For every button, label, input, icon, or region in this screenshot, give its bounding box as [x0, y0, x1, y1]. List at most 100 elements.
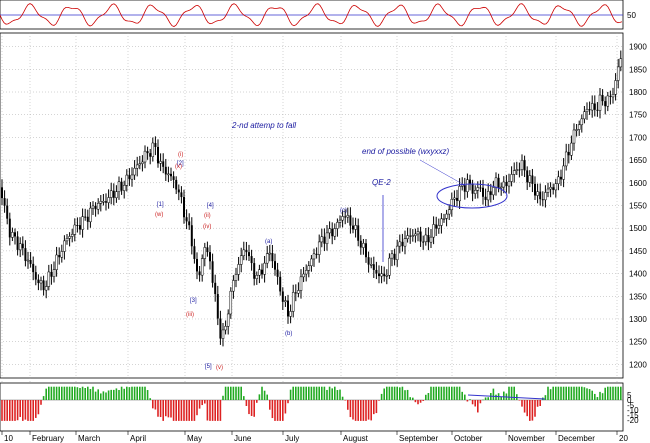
histogram-bar	[14, 400, 16, 421]
histogram-bar	[365, 400, 367, 421]
price-bar	[403, 230, 407, 255]
price-bar	[234, 267, 238, 288]
wave-label-1: [1]	[157, 202, 164, 208]
price-bar	[473, 185, 477, 199]
histogram-bar	[76, 387, 79, 400]
histogram-bar	[448, 386, 450, 400]
histogram-bar	[555, 386, 557, 400]
consolidation-ellipse	[436, 183, 508, 209]
price-bar	[497, 173, 500, 193]
histogram-bar	[474, 400, 476, 407]
price-bar	[109, 182, 113, 205]
histogram-bar	[321, 386, 323, 400]
price-bar	[562, 158, 565, 188]
price-bar	[52, 261, 56, 283]
price-bar	[463, 177, 466, 200]
histogram-tick-label: -10	[627, 406, 639, 415]
price-bar	[414, 228, 417, 243]
price-bar	[297, 282, 300, 298]
histogram-bar	[406, 389, 409, 400]
price-bar	[175, 176, 178, 195]
price-bar	[598, 88, 602, 119]
price-bar	[515, 161, 519, 176]
histogram-bar	[40, 400, 42, 405]
price-bar	[606, 91, 610, 112]
price-bar	[47, 264, 51, 291]
histogram-bar	[87, 386, 89, 400]
histogram-bar	[565, 386, 567, 400]
x-tick-label: July	[285, 434, 299, 443]
histogram-bar	[292, 386, 294, 400]
histogram-bar	[526, 400, 528, 417]
histogram-panel	[0, 382, 624, 432]
histogram-bar	[544, 395, 547, 400]
histogram-bar	[440, 386, 443, 400]
histogram-bar	[16, 400, 19, 421]
histogram-bar	[581, 386, 583, 400]
price-bar	[596, 102, 599, 117]
price-bar	[315, 247, 318, 259]
price-bar	[593, 95, 596, 117]
histogram-bar	[404, 390, 406, 400]
histogram-bar	[50, 386, 53, 400]
price-bar	[580, 114, 584, 133]
x-tick-label: June	[234, 434, 252, 443]
price-bar	[14, 228, 16, 245]
price-bar	[328, 221, 331, 239]
y-tick-label: 1850	[629, 65, 647, 74]
price-bar	[378, 265, 380, 284]
histogram-bar	[27, 400, 29, 421]
price-bar	[159, 153, 162, 172]
histogram-bar	[614, 386, 617, 400]
histogram-bar	[484, 397, 487, 400]
price-bar	[271, 245, 274, 268]
histogram-bar	[362, 400, 365, 421]
histogram-bar	[84, 388, 86, 400]
histogram-bar	[175, 400, 177, 421]
price-bar	[122, 180, 126, 199]
histogram-bar	[180, 400, 183, 421]
price-bar	[435, 216, 438, 236]
price-bar	[588, 101, 591, 115]
top-oscillator-panel	[0, 0, 624, 30]
histogram-bar	[172, 400, 175, 421]
price-bar	[203, 242, 207, 267]
price-bar	[91, 201, 95, 216]
histogram-bar	[178, 400, 180, 421]
histogram-bar	[154, 400, 157, 410]
price-bar	[380, 265, 383, 284]
histogram-bar	[445, 386, 448, 400]
price-bar	[489, 183, 492, 203]
price-bar	[437, 218, 441, 234]
histogram-bar	[261, 386, 263, 400]
histogram-bar	[191, 400, 193, 421]
price-bar	[177, 184, 180, 201]
histogram-bar	[477, 400, 479, 413]
histogram-bar	[198, 400, 201, 409]
price-bar	[237, 256, 240, 281]
histogram-bar	[217, 400, 219, 421]
histogram-bar	[248, 400, 250, 415]
histogram-bar	[313, 386, 315, 400]
histogram-bar	[375, 400, 378, 414]
price-bar	[406, 227, 409, 243]
price-bar	[55, 246, 58, 277]
histogram-bar	[295, 386, 297, 400]
y-tick-label: 1750	[629, 111, 647, 120]
histogram-bar	[201, 400, 203, 406]
price-bar	[341, 210, 344, 228]
price-bar	[572, 123, 576, 151]
price-bar	[619, 50, 623, 72]
price-bar	[416, 227, 420, 242]
price-bar	[162, 153, 165, 174]
histogram-bar	[29, 400, 32, 421]
histogram-bar	[136, 386, 138, 400]
price-bar	[479, 180, 482, 192]
wave-label-3: [3]	[190, 298, 197, 304]
price-bar	[73, 218, 77, 242]
price-bar	[352, 217, 354, 234]
histogram-bar	[258, 394, 261, 400]
histogram-bar	[89, 388, 92, 400]
histogram-bar	[604, 387, 606, 400]
price-bar	[409, 228, 412, 244]
